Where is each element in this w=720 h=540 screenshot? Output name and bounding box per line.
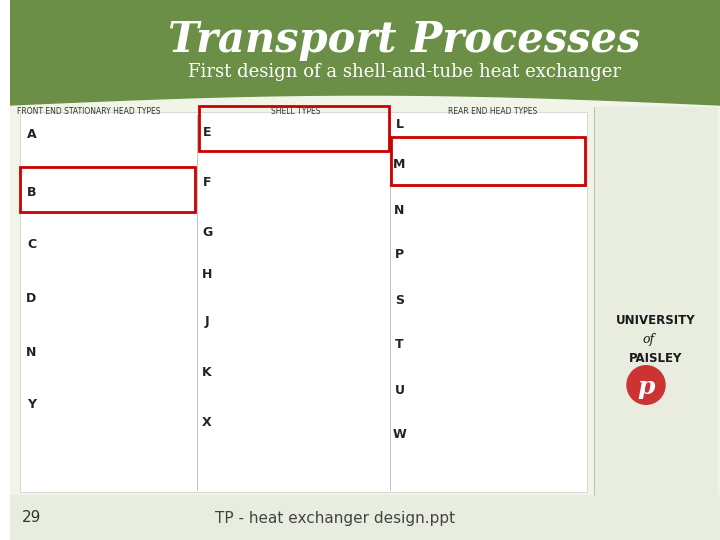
Bar bbox=[594, 107, 718, 495]
Text: S: S bbox=[395, 294, 404, 307]
Text: UNIVERSITY: UNIVERSITY bbox=[616, 314, 696, 327]
Text: PAISLEY: PAISLEY bbox=[629, 352, 683, 365]
Text: J: J bbox=[204, 315, 210, 328]
Bar bbox=[199, 106, 389, 151]
Text: of: of bbox=[643, 334, 655, 347]
Circle shape bbox=[626, 365, 666, 405]
Bar bbox=[390, 137, 585, 185]
Text: E: E bbox=[203, 125, 211, 138]
Text: REAR END HEAD TYPES: REAR END HEAD TYPES bbox=[449, 107, 538, 117]
Text: TP - heat exchanger design.ppt: TP - heat exchanger design.ppt bbox=[215, 510, 455, 525]
Text: FRONT END STATIONARY HEAD TYPES: FRONT END STATIONARY HEAD TYPES bbox=[17, 107, 161, 117]
Text: C: C bbox=[27, 239, 36, 252]
Text: X: X bbox=[202, 415, 212, 429]
Text: First design of a shell-and-tube heat exchanger: First design of a shell-and-tube heat ex… bbox=[188, 63, 621, 81]
Text: K: K bbox=[202, 366, 212, 379]
Text: N: N bbox=[26, 346, 37, 359]
Text: D: D bbox=[27, 292, 37, 305]
Text: Y: Y bbox=[27, 399, 36, 411]
Text: Transport Processes: Transport Processes bbox=[168, 19, 641, 61]
Text: G: G bbox=[202, 226, 212, 239]
Text: P: P bbox=[395, 248, 404, 261]
Text: W: W bbox=[392, 429, 406, 442]
Text: H: H bbox=[202, 268, 212, 281]
Text: B: B bbox=[27, 186, 36, 199]
Text: U: U bbox=[395, 383, 405, 396]
Bar bbox=[19, 112, 587, 492]
Text: N: N bbox=[395, 204, 405, 217]
Text: SHELL TYPES: SHELL TYPES bbox=[271, 107, 320, 117]
Text: 29: 29 bbox=[22, 510, 41, 525]
Text: p: p bbox=[637, 375, 654, 399]
Text: F: F bbox=[203, 176, 211, 188]
Text: T: T bbox=[395, 339, 404, 352]
Bar bbox=[19, 167, 195, 212]
Text: L: L bbox=[395, 118, 403, 132]
Polygon shape bbox=[10, 0, 720, 105]
Text: M: M bbox=[393, 159, 405, 172]
Bar bbox=[10, 495, 720, 540]
Text: A: A bbox=[27, 129, 36, 141]
